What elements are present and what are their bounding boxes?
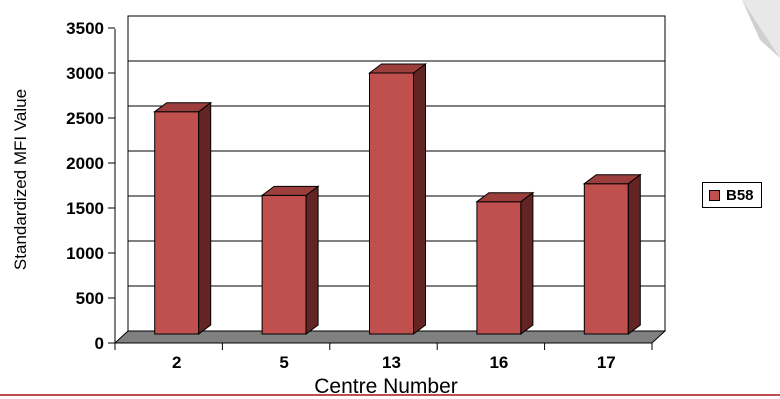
bar-side: [627, 173, 641, 335]
bar-top: [368, 63, 427, 74]
bar: [583, 183, 629, 335]
bar: [154, 111, 200, 335]
x-tick-label: 16: [489, 353, 508, 372]
bar-side: [520, 191, 534, 335]
bar: [261, 194, 307, 335]
bottom-accent-rule: [0, 394, 780, 396]
legend-label: B58: [726, 186, 754, 204]
y-tick-label: 1000: [66, 244, 104, 263]
bar-top: [260, 185, 320, 196]
legend: B58: [702, 182, 762, 208]
y-tick-label: 500: [76, 289, 104, 308]
bar-side: [305, 185, 319, 335]
x-axis-title: Centre Number: [314, 375, 458, 398]
y-tick-label: 2500: [66, 109, 104, 128]
bar: [369, 72, 414, 335]
bar: [476, 201, 522, 335]
y-tick-label: 2000: [66, 154, 104, 173]
bar-side: [413, 63, 426, 335]
y-axis-title: Standardized MFI Value: [11, 89, 30, 270]
x-tick-label: 2: [172, 353, 181, 372]
y-tick-label: 1500: [66, 199, 104, 218]
x-tick-label: 5: [279, 353, 288, 372]
bar-side: [198, 101, 212, 335]
x-tick-label: 17: [597, 353, 616, 372]
bar-top: [475, 192, 535, 203]
y-tick-label: 3500: [66, 19, 104, 38]
bar-top: [153, 102, 213, 113]
bar-top: [582, 174, 642, 185]
x-tick-label: 13: [382, 353, 401, 372]
y-tick-label: 0: [95, 334, 104, 353]
legend-swatch: [709, 189, 720, 201]
y-tick-label: 3000: [66, 64, 104, 83]
